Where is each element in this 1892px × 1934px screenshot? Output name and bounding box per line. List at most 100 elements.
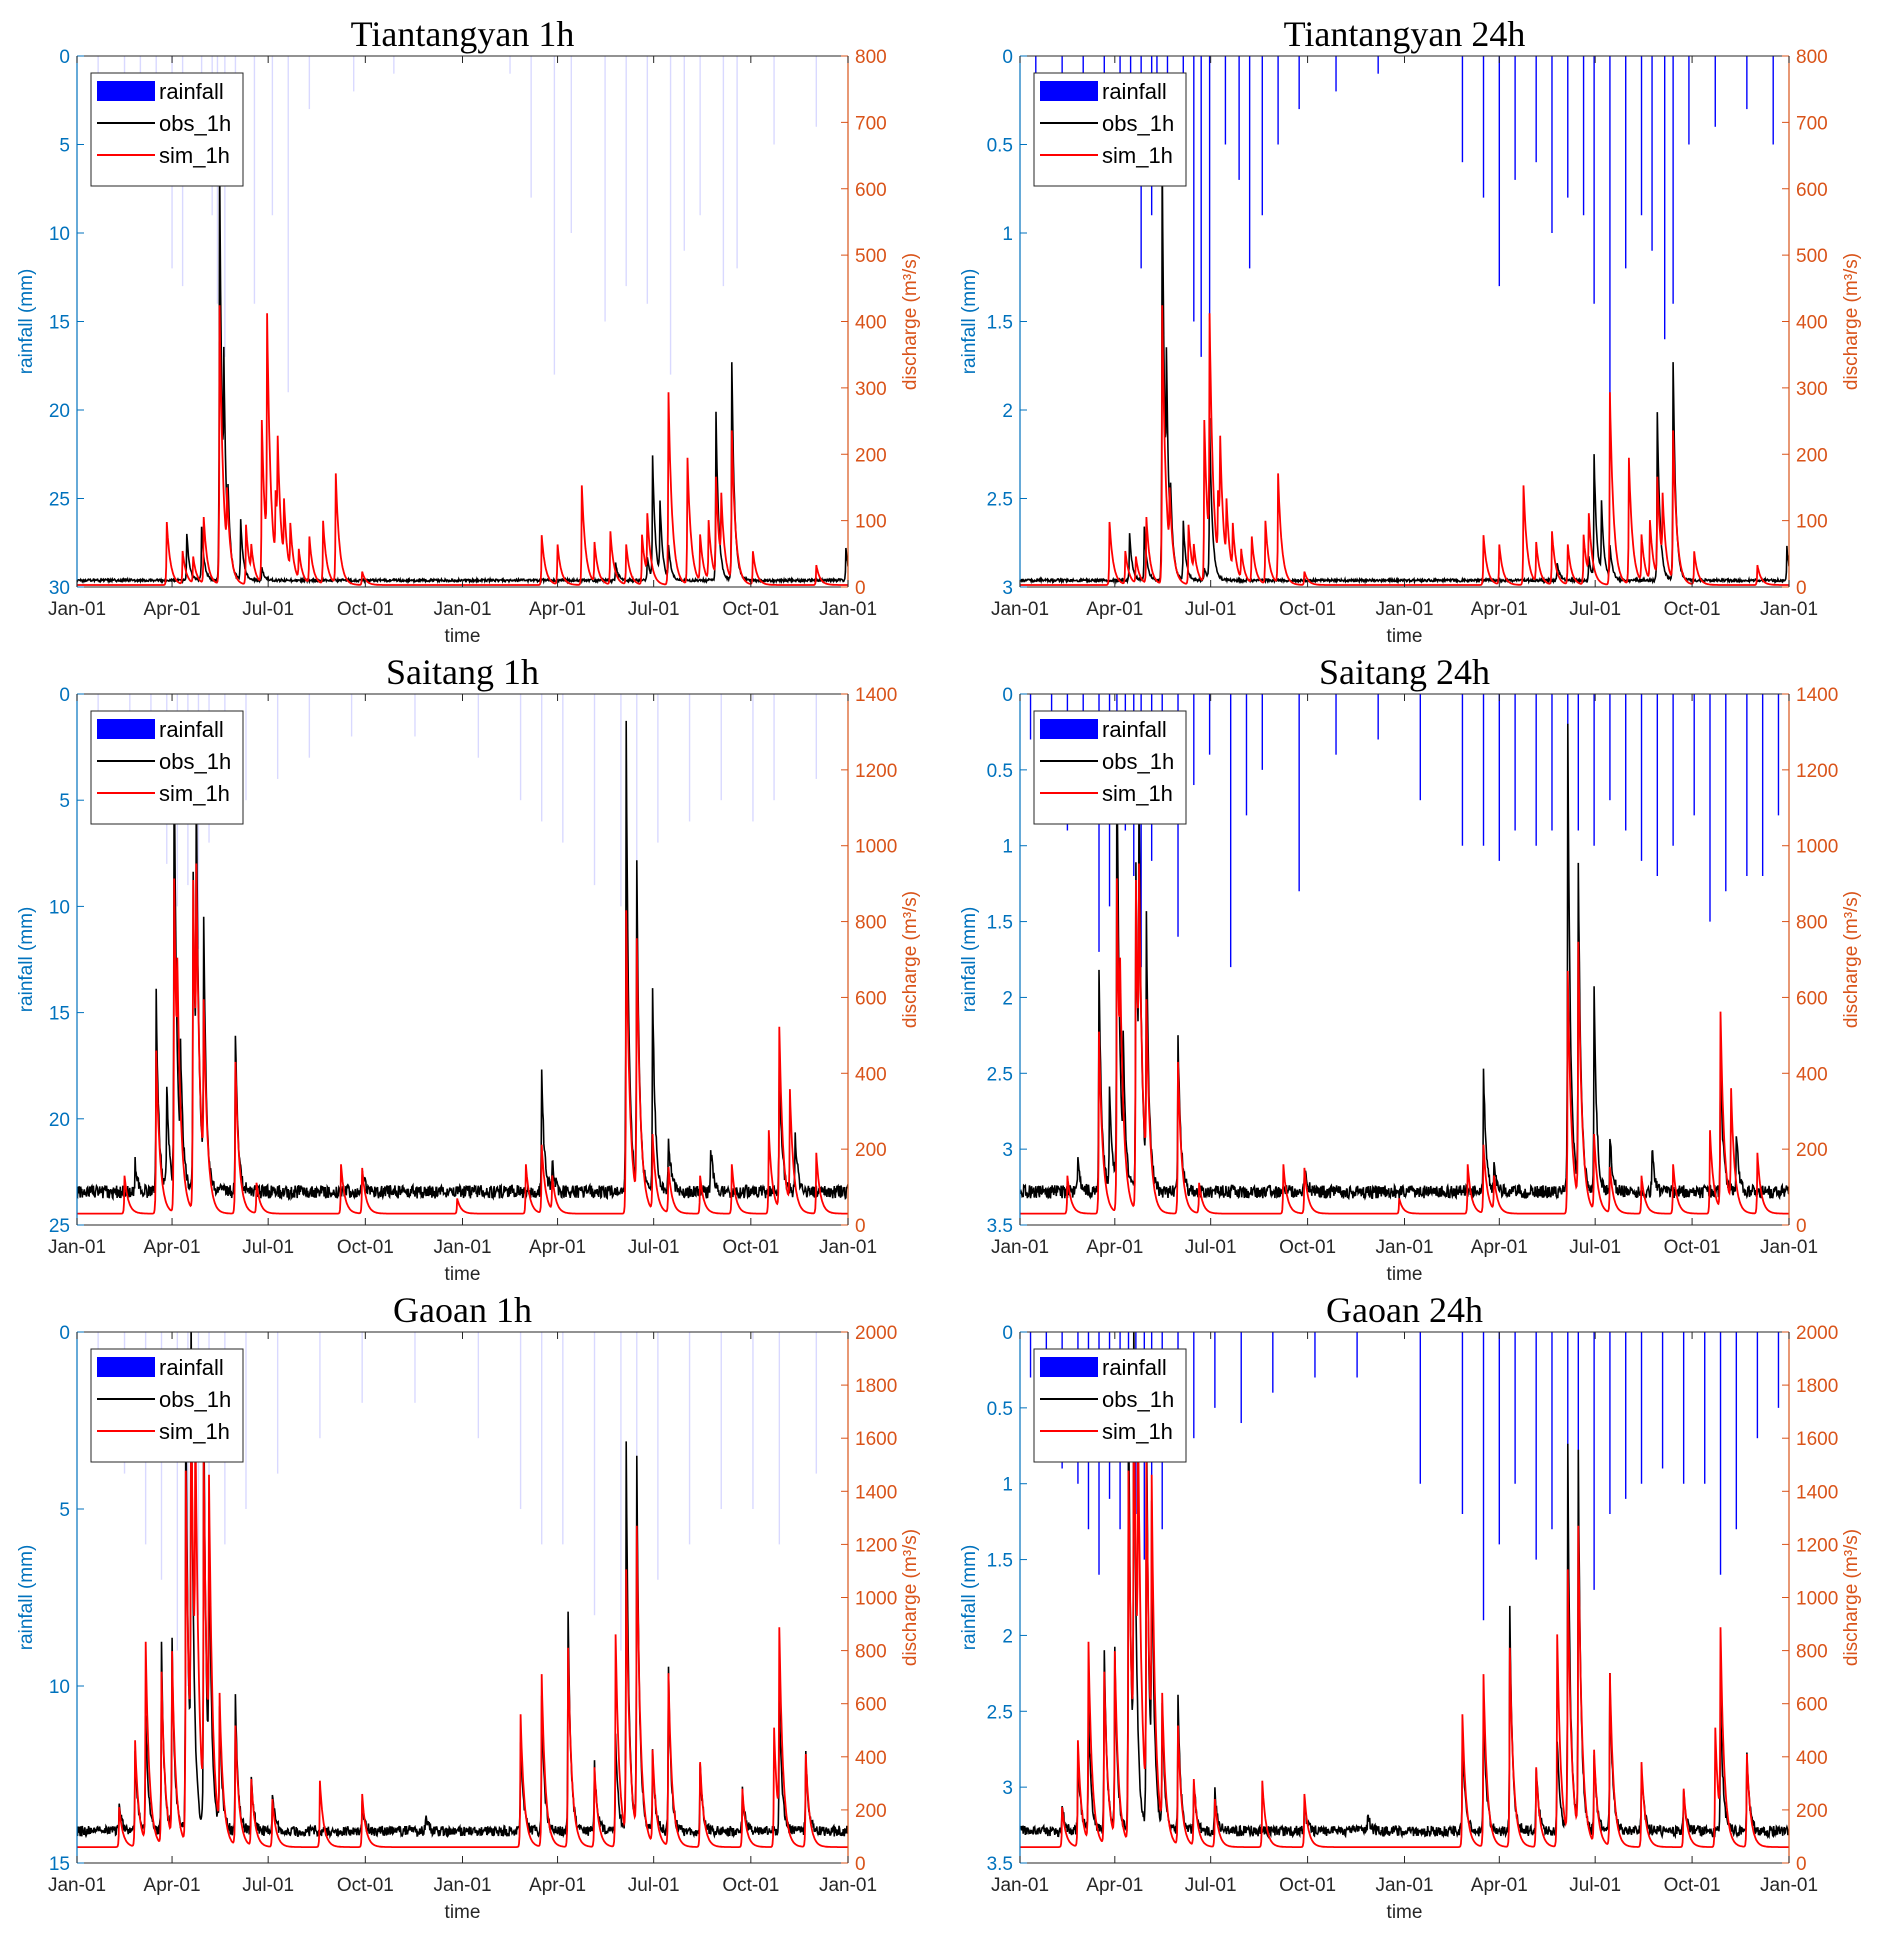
legend: rainfall obs_1h sim_1h: [1033, 1348, 1187, 1463]
left-tick-label: 3: [1002, 1778, 1013, 1799]
right-tick-label: 1200: [1796, 761, 1838, 782]
left-tick-label: 3.5: [987, 1216, 1013, 1237]
x-tick-label: Apr-01: [144, 1237, 201, 1258]
x-tick-label: Apr-01: [529, 1875, 586, 1896]
x-tick-label: Oct-01: [1664, 1875, 1721, 1896]
chart-title: Saitang 24h: [1319, 652, 1490, 692]
left-axis-label: rainfall (mm): [959, 907, 980, 1013]
right-tick-label: 1000: [1796, 1589, 1838, 1610]
legend-rainfall-label: rainfall: [1102, 79, 1167, 104]
left-tick-label: 0.5: [987, 136, 1013, 157]
right-axis-label: discharge (m³/s): [1841, 891, 1862, 1028]
legend-sim-label: sim_1h: [159, 1419, 230, 1444]
right-tick-label: 800: [855, 47, 887, 68]
x-tick-label: Jan-01: [48, 1237, 106, 1258]
legend-rainfall-label: rainfall: [159, 1355, 224, 1380]
left-tick-label: 0: [59, 1323, 70, 1344]
x-tick-label: Apr-01: [1471, 1237, 1528, 1258]
legend-obs-label: obs_1h: [159, 749, 231, 774]
left-tick-label: 0: [59, 685, 70, 706]
left-axis-label: rainfall (mm): [959, 269, 980, 375]
x-tick-label: Apr-01: [144, 599, 201, 620]
x-tick-label: Jul-01: [1569, 1237, 1621, 1258]
legend-rainfall-swatch: [1040, 81, 1098, 101]
x-tick-label: Jul-01: [628, 599, 680, 620]
x-tick-label: Apr-01: [529, 1237, 586, 1258]
x-tick-label: Apr-01: [1086, 599, 1143, 620]
right-tick-label: 0: [1796, 1854, 1807, 1875]
x-tick-label: Jan-01: [1760, 599, 1818, 620]
legend: rainfall obs_1h sim_1h: [1033, 710, 1187, 825]
right-tick-label: 600: [1796, 1695, 1828, 1716]
left-tick-label: 0: [59, 47, 70, 68]
chart-title: Gaoan 24h: [1326, 1290, 1483, 1330]
chart-panel-saitang-24h: Saitang 24h 0 0.5 1 1.5 2 2.5 3 3.5 0 200 400 600 800…: [959, 652, 1862, 1285]
right-axis-label: discharge (m³/s): [1841, 253, 1862, 390]
x-tick-label: Jul-01: [242, 1875, 294, 1896]
x-tick-label: Apr-01: [1471, 599, 1528, 620]
x-tick-label: Jan-01: [433, 1237, 491, 1258]
legend-obs-label: obs_1h: [159, 111, 231, 136]
x-tick-label: Jan-01: [991, 1237, 1049, 1258]
legend: rainfall obs_1h sim_1h: [90, 710, 244, 825]
left-axis-label: rainfall (mm): [959, 1545, 980, 1651]
left-tick-label: 30: [49, 578, 70, 599]
x-axis-label: time: [1387, 626, 1423, 647]
right-tick-label: 1200: [1796, 1535, 1838, 1556]
right-tick-label: 0: [855, 1854, 866, 1875]
right-tick-label: 800: [1796, 1642, 1828, 1663]
left-tick-label: 0: [1002, 47, 1013, 68]
right-tick-label: 0: [1796, 1216, 1807, 1237]
legend-box: [1033, 1348, 1187, 1463]
right-axis-label: discharge (m³/s): [900, 1529, 921, 1666]
legend-obs-label: obs_1h: [1102, 1387, 1174, 1412]
x-tick-label: Oct-01: [722, 599, 779, 620]
right-tick-label: 800: [1796, 913, 1828, 934]
right-tick-label: 1400: [1796, 1482, 1838, 1503]
right-tick-label: 400: [855, 313, 887, 334]
left-tick-label: 3.5: [987, 1854, 1013, 1875]
x-tick-label: Jan-01: [48, 599, 106, 620]
x-tick-label: Oct-01: [337, 599, 394, 620]
x-tick-label: Apr-01: [1086, 1237, 1143, 1258]
legend-rainfall-swatch: [1040, 1357, 1098, 1377]
right-tick-label: 500: [1796, 246, 1828, 267]
chart-panel-gaoan-24h: Gaoan 24h 0 0.5 1 1.5 2 2.5 3 3.5 0 200 400 600 800 10…: [959, 1290, 1862, 1923]
left-tick-label: 1.5: [987, 913, 1013, 934]
legend-rainfall-swatch: [97, 81, 155, 101]
legend-rainfall-label: rainfall: [159, 717, 224, 742]
chart-panel-tiantangyan-24h: Tiantangyan 24h 0 0.5 1 1.5 2 2.5 3 0 100 200 300 40…: [959, 14, 1862, 647]
right-tick-label: 100: [855, 512, 887, 533]
right-tick-label: 800: [855, 1642, 887, 1663]
left-tick-label: 0: [1002, 685, 1013, 706]
right-tick-label: 1600: [1796, 1429, 1838, 1450]
right-tick-label: 1000: [1796, 837, 1838, 858]
x-axis-label: time: [445, 1902, 481, 1923]
x-axis-label: time: [1387, 1264, 1423, 1285]
x-tick-label: Jul-01: [1569, 599, 1621, 620]
legend-rainfall-swatch: [97, 1357, 155, 1377]
x-tick-label: Jan-01: [433, 1875, 491, 1896]
right-tick-label: 600: [855, 180, 887, 201]
x-tick-label: Oct-01: [1279, 599, 1336, 620]
right-tick-label: 1400: [855, 685, 897, 706]
right-tick-label: 1400: [1796, 685, 1838, 706]
left-axis-label: rainfall (mm): [16, 269, 37, 375]
legend: rainfall obs_1h sim_1h: [90, 1348, 244, 1463]
right-tick-label: 300: [1796, 379, 1828, 400]
x-tick-label: Jul-01: [1185, 1875, 1237, 1896]
left-tick-label: 1.5: [987, 1551, 1013, 1572]
x-tick-label: Apr-01: [1086, 1875, 1143, 1896]
left-tick-label: 10: [49, 897, 70, 918]
legend-sim-label: sim_1h: [159, 781, 230, 806]
legend-obs-label: obs_1h: [1102, 111, 1174, 136]
sim-series-line: [77, 863, 848, 1215]
x-tick-label: Oct-01: [1664, 1237, 1721, 1258]
sim-series-line: [1020, 863, 1789, 1215]
left-tick-label: 2.5: [987, 1064, 1013, 1085]
x-tick-label: Oct-01: [1279, 1875, 1336, 1896]
right-tick-label: 2000: [1796, 1323, 1838, 1344]
right-tick-label: 1800: [855, 1376, 897, 1397]
right-tick-label: 1600: [855, 1429, 897, 1450]
